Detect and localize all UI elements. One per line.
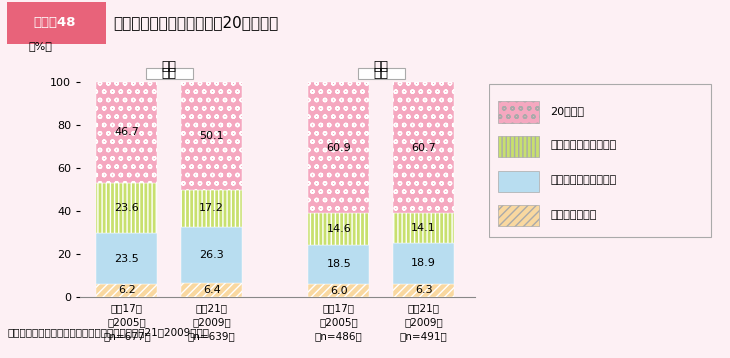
Bar [96, 183, 158, 233]
Bar [308, 245, 369, 284]
FancyBboxPatch shape [146, 68, 193, 79]
Text: 46.7: 46.7 [115, 127, 139, 137]
FancyBboxPatch shape [358, 68, 404, 79]
Text: 男性: 男性 [162, 67, 177, 80]
Text: 6.4: 6.4 [203, 285, 220, 295]
Text: 20歳以降: 20歳以降 [550, 106, 584, 116]
Bar [7, 2, 106, 44]
Bar [96, 82, 158, 183]
Text: 18.9: 18.9 [411, 258, 436, 268]
Bar [393, 213, 454, 243]
FancyBboxPatch shape [498, 205, 539, 227]
Text: 小学生の頃から: 小学生の頃から [550, 210, 596, 220]
Text: 女性: 女性 [374, 67, 389, 80]
Text: 朝食欠食が始まった時期（20歳以上）: 朝食欠食が始まった時期（20歳以上） [113, 15, 278, 30]
FancyBboxPatch shape [498, 170, 539, 192]
Text: 中学、高校生の頃から: 中学、高校生の頃から [550, 175, 616, 185]
Text: 23.6: 23.6 [115, 203, 139, 213]
Text: 男性: 男性 [162, 60, 177, 73]
Y-axis label: （%）: （%） [29, 42, 53, 52]
Bar [96, 233, 158, 284]
Bar [393, 284, 454, 297]
Text: 17.2: 17.2 [199, 203, 224, 213]
Text: 6.2: 6.2 [118, 285, 136, 295]
Text: 14.1: 14.1 [411, 223, 436, 233]
Bar [181, 227, 242, 284]
Bar [96, 284, 158, 297]
Text: 14.6: 14.6 [326, 224, 351, 234]
Text: 高校を卒業した頃から: 高校を卒業した頃から [550, 140, 616, 150]
Text: 6.3: 6.3 [415, 285, 432, 295]
Bar [308, 82, 369, 213]
Text: 6.0: 6.0 [330, 286, 347, 296]
Text: 18.5: 18.5 [326, 260, 351, 269]
Bar [393, 82, 454, 213]
Text: 図表－48: 図表－48 [34, 16, 76, 29]
Bar [181, 82, 242, 190]
Bar [181, 284, 242, 297]
Text: 資料：厚生労働省「国民健康・栄養調査」（平成21（2009）年）: 資料：厚生労働省「国民健康・栄養調査」（平成21（2009）年） [7, 327, 210, 337]
Text: 26.3: 26.3 [199, 250, 224, 260]
Text: 60.7: 60.7 [411, 142, 436, 153]
Bar [308, 284, 369, 297]
Text: 50.1: 50.1 [199, 131, 224, 141]
Text: 女性: 女性 [374, 60, 389, 73]
FancyBboxPatch shape [498, 101, 539, 122]
Text: 60.9: 60.9 [326, 143, 351, 153]
Bar [393, 243, 454, 284]
FancyBboxPatch shape [498, 136, 539, 157]
Bar [308, 213, 369, 245]
Bar [181, 190, 242, 227]
Text: 23.5: 23.5 [115, 253, 139, 263]
